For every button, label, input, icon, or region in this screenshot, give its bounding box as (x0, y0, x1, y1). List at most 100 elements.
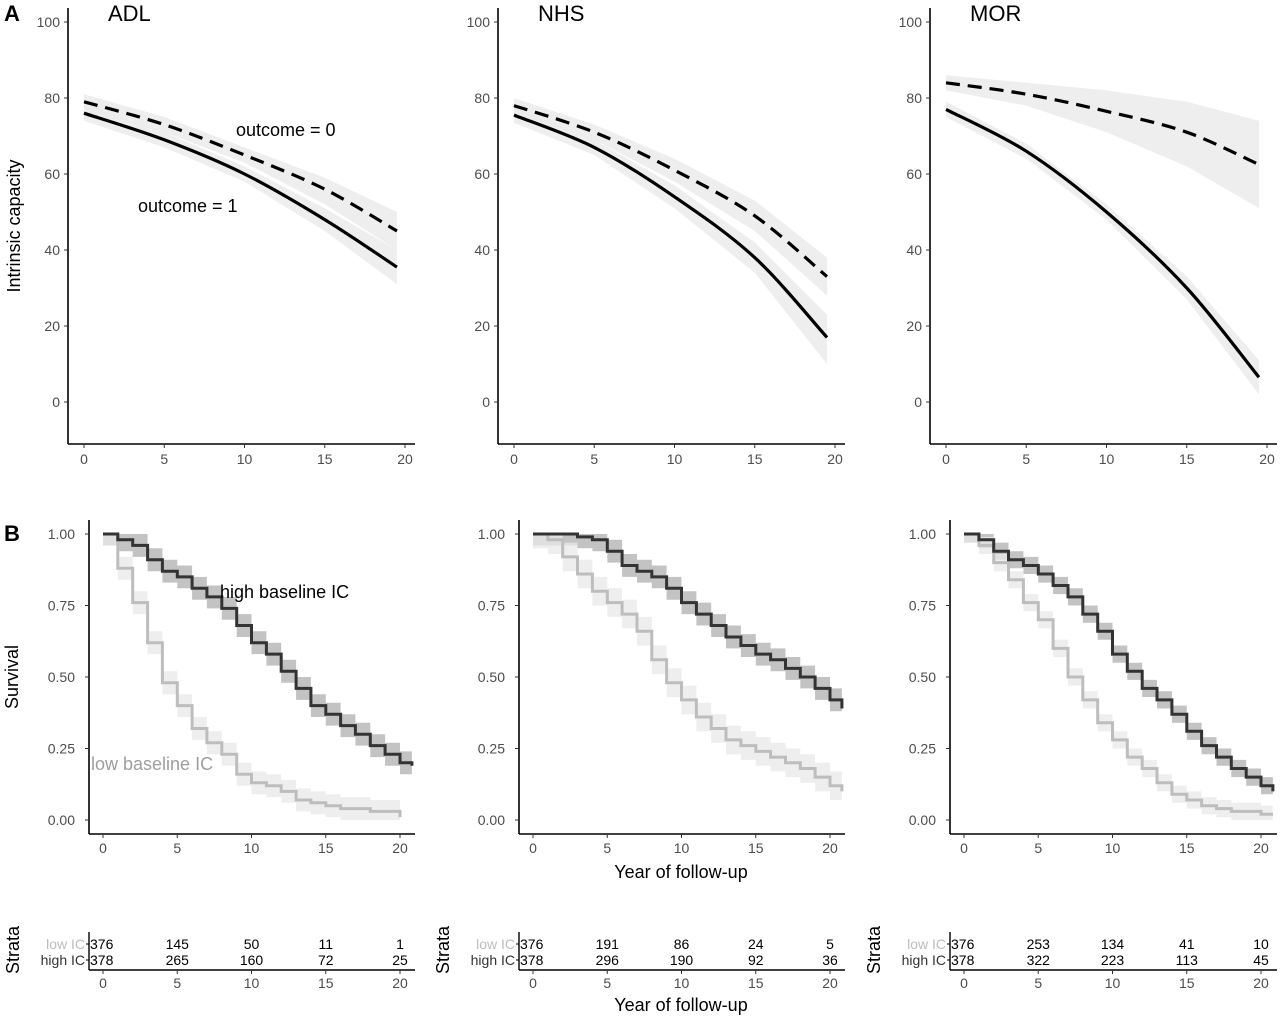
x-tick-label: 10 (1105, 975, 1121, 991)
x-tick-label: 10 (674, 975, 690, 991)
x-tick-label: 15 (748, 975, 764, 991)
x-tick-label: 15 (317, 451, 333, 467)
series-line-outcome-0 (513, 104, 829, 278)
y-tick-label: 0.75 (48, 598, 75, 614)
risk-count: 253 (1027, 936, 1051, 952)
x-tick-label: 15 (748, 840, 764, 856)
y-tick-label: 60 (474, 166, 490, 182)
y-tick-label: 1.00 (48, 526, 75, 542)
series-line-outcome-1 (513, 113, 829, 339)
x-tick-label: 20 (822, 975, 838, 991)
risk-count: 191 (596, 936, 620, 952)
risk-row-label: high IC (41, 952, 85, 968)
x-tick-label: 15 (1179, 451, 1195, 467)
confidence-band (946, 101, 1259, 395)
risk-table-title: Strata (3, 925, 23, 974)
y-tick-label: 0 (914, 394, 922, 410)
series-line-outcome-1 (83, 111, 398, 269)
x-tick-label: 15 (747, 451, 763, 467)
x-tick-label: 5 (1034, 975, 1042, 991)
survival-band (103, 534, 412, 778)
risk-row-label: high IC (902, 952, 946, 968)
risk-row-label: low IC (46, 936, 85, 952)
risk-count: 378 (90, 952, 114, 968)
risk-count: 322 (1027, 952, 1051, 968)
panel-label-a: A (4, 1, 20, 26)
x-tick-label: 20 (1253, 975, 1269, 991)
y-tick-label: 60 (906, 166, 922, 182)
facet-title: ADL (108, 1, 151, 26)
survival-line-high (964, 532, 1275, 792)
risk-count: 296 (596, 952, 620, 968)
y-tick-label: 0.00 (48, 812, 75, 828)
x-tick-label: 10 (1105, 840, 1121, 856)
risk-count: 72 (318, 952, 334, 968)
y-tick-label: 1.00 (478, 526, 505, 542)
x-tick-label: 10 (244, 840, 260, 856)
x-tick-label: 0 (960, 840, 968, 856)
x-tick-label: 5 (1034, 840, 1042, 856)
y-tick-label: 0.75 (478, 598, 505, 614)
y-tick-label: 0.25 (909, 741, 936, 757)
risk-row-label: low IC (907, 936, 946, 952)
y-tick-label: 20 (44, 318, 60, 334)
y-tick-label: 0.00 (478, 812, 505, 828)
risk-count: 376 (520, 936, 544, 952)
x-tick-label: 5 (1022, 451, 1030, 467)
risk-count: 45 (1253, 952, 1269, 968)
risk-count: 134 (1101, 936, 1125, 952)
x-tick-label: 20 (392, 975, 408, 991)
y-tick-label: 80 (474, 90, 490, 106)
x-tick-label: 15 (318, 975, 334, 991)
y-tick-label: 40 (474, 242, 490, 258)
risk-count: 36 (822, 952, 838, 968)
x-tick-label: 5 (160, 451, 168, 467)
risk-count: 11 (318, 936, 333, 952)
facet-title: MOR (970, 1, 1021, 26)
confidence-band (946, 75, 1259, 209)
risk-count: 24 (748, 936, 764, 952)
risk-count: 41 (1179, 936, 1195, 952)
y-axis-title: Intrinsic capacity (4, 159, 24, 292)
risk-row-label: high IC (471, 952, 515, 968)
x-tick-label: 10 (667, 451, 683, 467)
x-tick-label: 5 (603, 975, 611, 991)
y-tick-label: 0 (52, 394, 60, 410)
survival-line-low (533, 532, 844, 792)
risk-count: 5 (826, 936, 834, 952)
y-tick-label: 100 (467, 14, 491, 30)
x-tick-label: 0 (942, 451, 950, 467)
y-tick-label: 100 (899, 14, 923, 30)
x-tick-label: 20 (397, 451, 413, 467)
risk-count: 92 (748, 952, 764, 968)
facet-title: NHS (538, 1, 584, 26)
risk-count: 376 (951, 936, 975, 952)
series-line-outcome-1 (945, 107, 1261, 379)
x-tick-label: 20 (827, 451, 843, 467)
risk-count: 223 (1101, 952, 1125, 968)
risk-count: 378 (951, 952, 975, 968)
annotation-outcome-0: outcome = 0 (236, 120, 336, 140)
x-tick-label: 5 (590, 451, 598, 467)
series-line-outcome-0 (945, 81, 1260, 166)
risk-row-label: low IC (476, 936, 515, 952)
x-tick-label: 0 (80, 451, 88, 467)
x-tick-label: 15 (318, 840, 334, 856)
y-tick-label: 40 (44, 242, 60, 258)
x-tick-label: 20 (1253, 840, 1269, 856)
survival-line-low (964, 532, 1273, 816)
risk-count: 376 (90, 936, 114, 952)
x-tick-label: 0 (529, 975, 537, 991)
confidence-band (514, 98, 827, 296)
x-tick-label: 10 (237, 451, 253, 467)
x-tick-label: 0 (99, 975, 107, 991)
x-tick-label: 15 (1179, 840, 1195, 856)
y-tick-label: 80 (906, 90, 922, 106)
risk-table-x-title: Year of follow-up (614, 995, 747, 1015)
confidence-band (514, 107, 827, 364)
y-tick-label: 1.00 (909, 526, 936, 542)
x-tick-label: 10 (674, 840, 690, 856)
risk-count: 50 (244, 936, 260, 952)
y-tick-label: 100 (37, 14, 61, 30)
